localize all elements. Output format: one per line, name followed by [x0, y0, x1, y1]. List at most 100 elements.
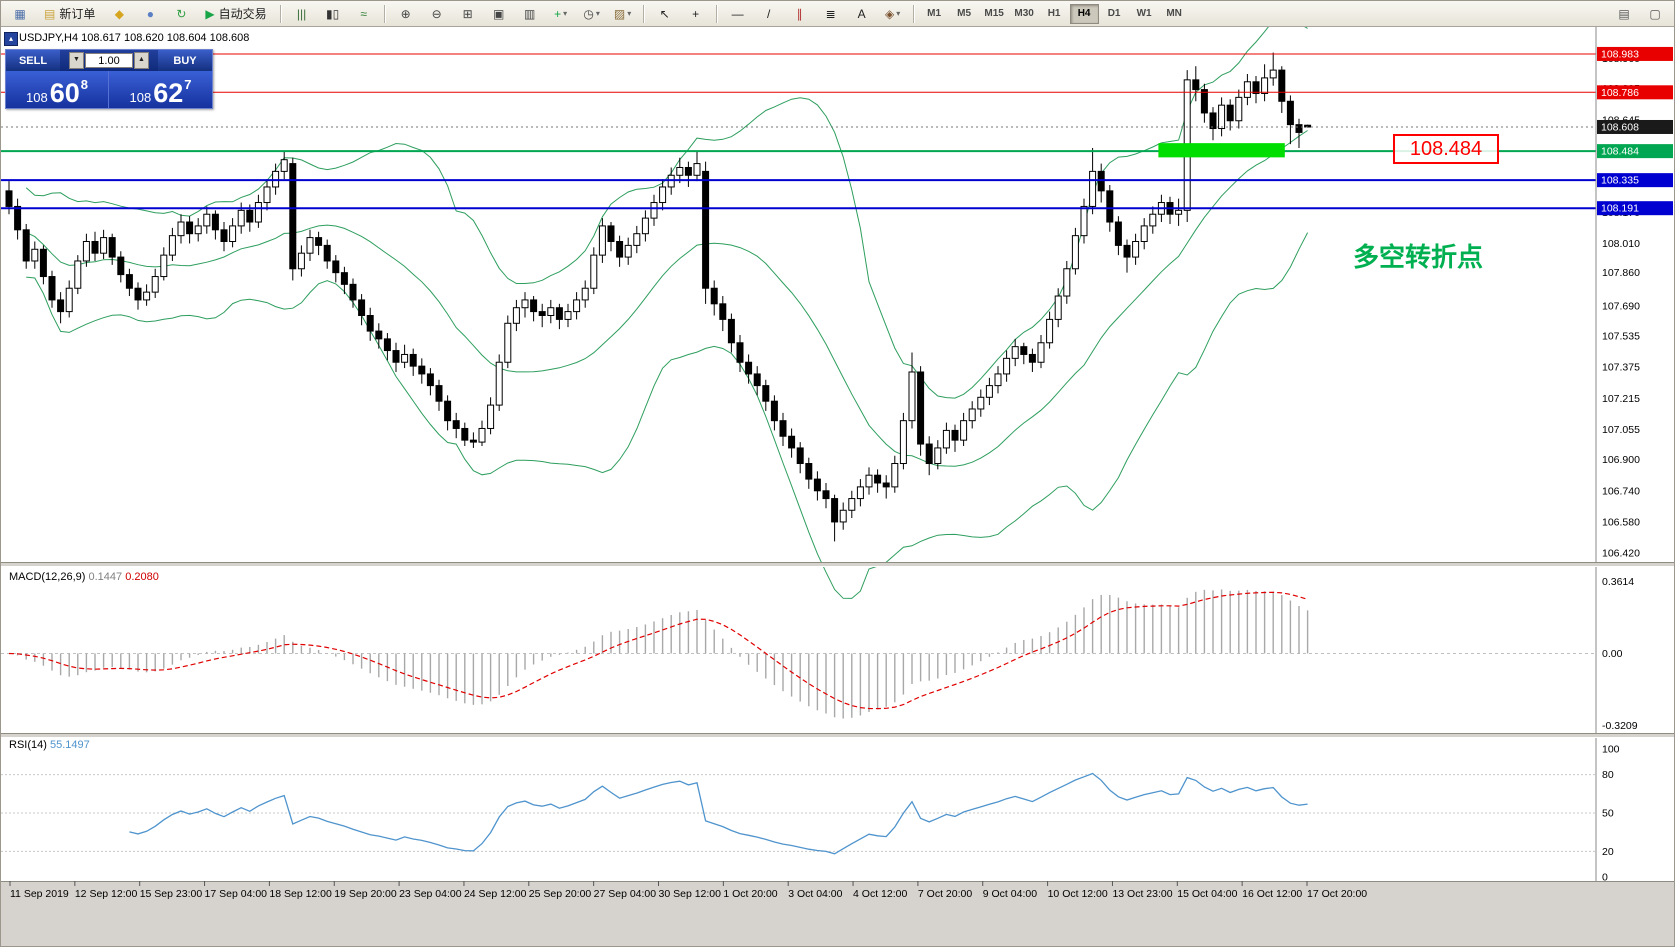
svg-text:108.786: 108.786 — [1601, 87, 1639, 99]
horizontal-line-objects[interactable] — [1, 53, 1596, 210]
svg-text:15 Oct 04:00: 15 Oct 04:00 — [1177, 888, 1237, 900]
docking-icon[interactable]: ▢ — [1640, 3, 1670, 25]
price-axis[interactable]: 108.960108.805108.645108.490108.330108.1… — [1595, 27, 1673, 881]
svg-text:11 Sep 2019: 11 Sep 2019 — [10, 888, 69, 900]
toolbar-separator — [715, 4, 718, 23]
expert-advisors-icon[interactable]: ◆ — [104, 3, 134, 25]
cascade-windows-icon[interactable]: ▣ — [484, 3, 514, 25]
templates-icon: ▨ — [613, 6, 626, 21]
svg-text:107.535: 107.535 — [1602, 330, 1640, 342]
new-order-button[interactable]: ▤ 新订单 — [36, 3, 103, 25]
timeframe-m15[interactable]: M15 — [984, 8, 1004, 19]
svg-text:17 Oct 20:00: 17 Oct 20:00 — [1307, 888, 1367, 900]
svg-text:25 Sep 20:00: 25 Sep 20:00 — [529, 888, 592, 900]
svg-text:107.055: 107.055 — [1602, 424, 1640, 436]
svg-text:108.484: 108.484 — [1601, 146, 1639, 158]
arrange-windows-icon[interactable]: ▥ — [515, 3, 545, 25]
timeframe-h1[interactable]: H1 — [1047, 8, 1061, 19]
new-chart-icon: ▦ — [14, 6, 26, 21]
timeframe-w1[interactable]: W1 — [1136, 8, 1152, 19]
timeframe-m30[interactable]: M30 — [1014, 8, 1034, 19]
candlestick-chart-icon[interactable]: ▮▯ — [318, 3, 348, 25]
svg-text:15 Sep 23:00: 15 Sep 23:00 — [140, 888, 203, 900]
time-axis[interactable] — [1, 881, 1675, 947]
svg-text:106.900: 106.900 — [1602, 454, 1640, 466]
cursor-icon[interactable]: ↖ — [650, 3, 680, 25]
svg-text:107.215: 107.215 — [1602, 393, 1640, 405]
trendline-icon[interactable]: / — [754, 3, 784, 25]
arrows-icon: ◈ — [884, 6, 895, 21]
candlestick-chart-icon: ▮▯ — [326, 6, 340, 21]
autotrading-icon: ▶ — [205, 6, 215, 21]
fibonacci-icon[interactable]: ≣ — [816, 3, 846, 25]
horizontal-line-icon[interactable]: — — [723, 3, 753, 25]
chart-canvas[interactable]: 108.960108.805108.645108.490108.330108.1… — [1, 27, 1675, 947]
dropdown-arrow-icon: ▾ — [595, 9, 600, 18]
sell-price[interactable]: 108 60 8 — [6, 71, 109, 108]
market-watch-icon: ● — [146, 6, 154, 21]
timeframe-d1[interactable]: D1 — [1107, 8, 1121, 19]
indicators-icon[interactable]: + ▾ — [546, 3, 576, 25]
zoom-in-icon[interactable]: ⊕ — [391, 3, 421, 25]
timeframe-m5[interactable]: M5 — [957, 8, 972, 19]
svg-text:4 Oct 12:00: 4 Oct 12:00 — [853, 888, 907, 900]
indicators-icon: + — [554, 6, 562, 21]
chart-profile-icon: ▤ — [1618, 6, 1630, 21]
svg-text:-0.3209: -0.3209 — [1602, 720, 1638, 732]
svg-text:107.375: 107.375 — [1602, 362, 1640, 374]
new-order-icon: ▤ — [44, 6, 56, 21]
bar-chart-icon[interactable]: ||| — [287, 3, 317, 25]
periods-icon: ◷ — [583, 6, 594, 21]
buy-button[interactable]: BUY — [158, 50, 212, 71]
volume-increase-button[interactable]: ▲ — [134, 52, 149, 69]
chinese-note-text[interactable]: 多空转折点 — [1353, 242, 1484, 272]
refresh-icon[interactable]: ↻ — [166, 3, 196, 25]
svg-text:16 Oct 12:00: 16 Oct 12:00 — [1242, 888, 1302, 900]
new-chart-icon[interactable]: ▦ — [5, 3, 35, 25]
buy-price[interactable]: 108 62 7 — [129, 77, 192, 109]
rsi-label: RSI(14) 55.1497 — [9, 739, 90, 751]
collapse-trade-panel-icon[interactable]: ▴ — [4, 32, 18, 46]
zoom-out-icon: ⊖ — [431, 6, 442, 21]
price-callout-textbox[interactable]: 108.484 — [1393, 134, 1499, 164]
timeframe-m1[interactable]: M1 — [927, 8, 942, 19]
line-chart-icon[interactable]: ≈ — [349, 3, 379, 25]
sell-button[interactable]: SELL — [6, 50, 60, 71]
timeframe-h4[interactable]: H4 — [1069, 3, 1099, 24]
chart-profile-icon[interactable]: ▤ — [1609, 3, 1639, 25]
timeframe-mn[interactable]: MN — [1166, 8, 1182, 19]
volume-input[interactable] — [85, 53, 133, 68]
periods-icon[interactable]: ◷ ▾ — [577, 3, 607, 25]
svg-text:18 Sep 12:00: 18 Sep 12:00 — [269, 888, 332, 900]
arrows-icon[interactable]: ◈ ▾ — [878, 3, 908, 25]
toolbar-separator — [279, 4, 282, 23]
svg-text:107.690: 107.690 — [1602, 300, 1640, 312]
panel-separator[interactable] — [1, 562, 1675, 567]
docking-icon: ▢ — [1649, 6, 1661, 21]
svg-text:19 Sep 20:00: 19 Sep 20:00 — [334, 888, 397, 900]
market-watch-icon[interactable]: ● — [135, 3, 165, 25]
crosshair-icon[interactable]: + — [681, 3, 711, 25]
svg-text:106.740: 106.740 — [1602, 485, 1640, 497]
svg-text:107.860: 107.860 — [1602, 267, 1640, 279]
channel-icon[interactable]: ∥ — [785, 3, 815, 25]
highlight-rectangle[interactable] — [1158, 143, 1285, 158]
svg-text:50: 50 — [1602, 808, 1614, 820]
autotrading-button[interactable]: ▶ 自动交易 — [197, 3, 274, 25]
svg-text:0.00: 0.00 — [1602, 648, 1623, 660]
panel-separator[interactable] — [1, 733, 1675, 738]
trendline-icon: / — [766, 6, 771, 21]
toolbar-separator — [912, 4, 915, 23]
autotrading-button-label: 自动交易 — [218, 7, 267, 21]
refresh-icon: ↻ — [176, 6, 187, 21]
zoom-out-icon[interactable]: ⊖ — [422, 3, 452, 25]
svg-text:13 Oct 23:00: 13 Oct 23:00 — [1112, 888, 1172, 900]
templates-icon[interactable]: ▨ ▾ — [608, 3, 638, 25]
volume-decrease-button[interactable]: ▼ — [69, 52, 84, 69]
new-order-button-label: 新订单 — [59, 7, 96, 21]
svg-text:3 Oct 04:00: 3 Oct 04:00 — [788, 888, 842, 900]
tile-windows-icon[interactable]: ⊞ — [453, 3, 483, 25]
text-icon[interactable]: A — [847, 3, 877, 25]
